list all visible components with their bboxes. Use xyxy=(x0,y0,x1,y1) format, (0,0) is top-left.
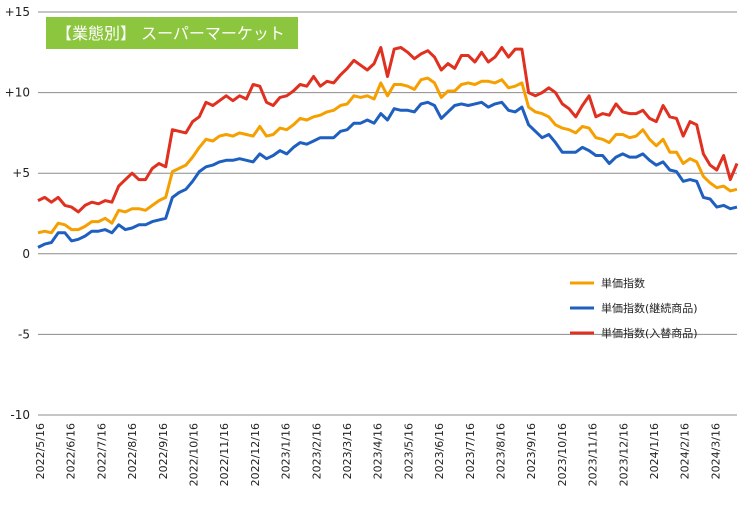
x-tick-label: 2022/10/16 xyxy=(188,423,201,486)
x-tick-label: 2022/6/16 xyxy=(65,423,78,479)
x-tick-label: 2023/2/16 xyxy=(310,423,323,479)
legend-item: 単価指数(入替商品) xyxy=(570,326,698,340)
legend-label: 単価指数 xyxy=(601,276,645,290)
series-line-2 xyxy=(37,46,739,214)
legend-label: 単価指数(継続商品) xyxy=(601,301,698,315)
x-tick-label: 2023/11/16 xyxy=(587,423,600,486)
chart-title-box: 【業態別】 スーパーマーケット xyxy=(46,17,298,49)
x-tick-label: 2022/11/16 xyxy=(218,423,231,486)
x-tick-label: 2023/1/16 xyxy=(280,423,293,479)
x-tick-label: 2023/10/16 xyxy=(556,423,569,486)
x-tick-label: 2023/7/16 xyxy=(464,423,477,479)
y-axis-ticks: -10 -5 0 +5 +10 +15 xyxy=(5,5,30,422)
x-tick-label: 2022/7/16 xyxy=(95,423,108,479)
x-tick-label: 2023/12/16 xyxy=(617,423,630,486)
x-tick-label: 2023/8/16 xyxy=(495,423,508,479)
x-tick-label: 2022/5/16 xyxy=(34,423,47,479)
x-tick-label: 2023/3/16 xyxy=(341,423,354,479)
x-tick-label: 2023/4/16 xyxy=(372,423,385,479)
title-background xyxy=(46,17,298,49)
series-lines xyxy=(37,46,739,249)
x-tick-label: 2023/5/16 xyxy=(402,423,415,479)
series-line-1 xyxy=(37,100,738,249)
y-tick-label: +10 xyxy=(5,86,30,100)
x-tick-label: 2024/1/16 xyxy=(648,423,661,479)
x-tick-label: 2022/8/16 xyxy=(126,423,139,479)
x-tick-label: 2022/9/16 xyxy=(157,423,170,479)
chart-title: 【業態別】 スーパーマーケット xyxy=(56,24,285,43)
y-tick-label: -10 xyxy=(10,408,30,422)
y-tick-label: 0 xyxy=(22,247,30,261)
y-tick-label: +15 xyxy=(5,5,30,19)
x-tick-label: 2024/2/16 xyxy=(679,423,692,479)
legend-item: 単価指数(継続商品) xyxy=(570,301,698,315)
legend-label: 単価指数(入替商品) xyxy=(601,326,698,340)
y-tick-label: +5 xyxy=(12,166,30,180)
x-tick-label: 2024/3/16 xyxy=(709,423,722,479)
x-tick-label: 2022/12/16 xyxy=(249,423,262,486)
x-tick-label: 2023/6/16 xyxy=(433,423,446,479)
legend-item: 単価指数 xyxy=(570,276,645,290)
x-tick-label: 2023/9/16 xyxy=(525,423,538,479)
y-tick-label: -5 xyxy=(18,327,30,341)
series-line-0 xyxy=(37,76,738,235)
x-axis-ticks: 2022/5/16 2022/6/16 2022/7/16 2022/8/16 2022… xyxy=(34,423,742,486)
x-tick-label: 2024/4/16 xyxy=(740,423,742,479)
